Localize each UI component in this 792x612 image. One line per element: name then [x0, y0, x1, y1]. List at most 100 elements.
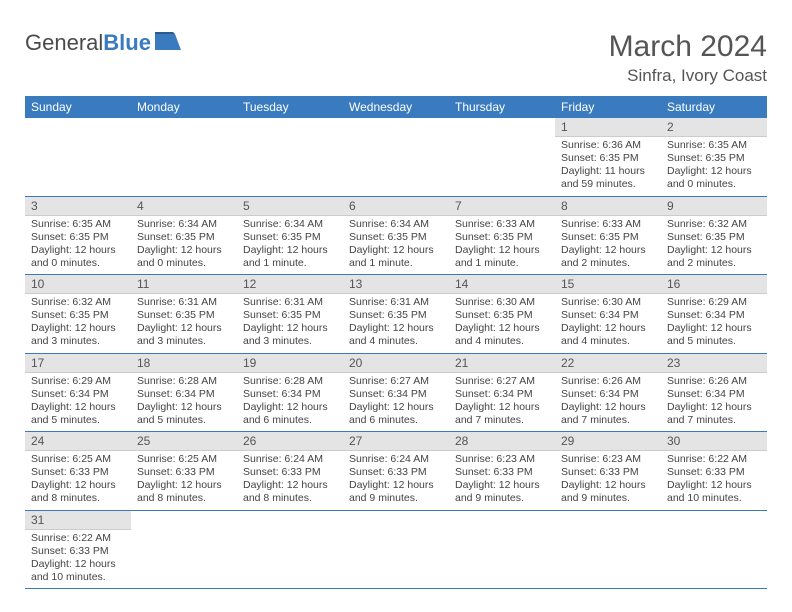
logo: GeneralBlue [25, 30, 181, 56]
day-number: 26 [237, 432, 343, 451]
calendar-week-row: 31Sunrise: 6:22 AMSunset: 6:33 PMDayligh… [25, 510, 767, 589]
day-details: Sunrise: 6:22 AMSunset: 6:33 PMDaylight:… [661, 451, 767, 510]
day-number: 21 [449, 354, 555, 373]
day-number: 4 [131, 197, 237, 216]
calendar-cell: 22Sunrise: 6:26 AMSunset: 6:34 PMDayligh… [555, 353, 661, 432]
day-details: Sunrise: 6:28 AMSunset: 6:34 PMDaylight:… [237, 373, 343, 432]
calendar-cell: 3Sunrise: 6:35 AMSunset: 6:35 PMDaylight… [25, 196, 131, 275]
calendar-cell: 14Sunrise: 6:30 AMSunset: 6:35 PMDayligh… [449, 275, 555, 354]
day-details: Sunrise: 6:33 AMSunset: 6:35 PMDaylight:… [449, 216, 555, 275]
calendar-col-header: Monday [131, 96, 237, 118]
day-details: Sunrise: 6:23 AMSunset: 6:33 PMDaylight:… [449, 451, 555, 510]
calendar-cell: 2Sunrise: 6:35 AMSunset: 6:35 PMDaylight… [661, 118, 767, 196]
day-number: 15 [555, 275, 661, 294]
day-number: 12 [237, 275, 343, 294]
day-number: 13 [343, 275, 449, 294]
calendar-cell [237, 118, 343, 196]
calendar-cell [131, 118, 237, 196]
day-details: Sunrise: 6:30 AMSunset: 6:34 PMDaylight:… [555, 294, 661, 353]
day-number: 6 [343, 197, 449, 216]
calendar-col-header: Sunday [25, 96, 131, 118]
calendar-cell: 9Sunrise: 6:32 AMSunset: 6:35 PMDaylight… [661, 196, 767, 275]
day-number: 18 [131, 354, 237, 373]
day-details: Sunrise: 6:34 AMSunset: 6:35 PMDaylight:… [343, 216, 449, 275]
calendar-cell: 8Sunrise: 6:33 AMSunset: 6:35 PMDaylight… [555, 196, 661, 275]
day-details: Sunrise: 6:24 AMSunset: 6:33 PMDaylight:… [343, 451, 449, 510]
calendar-cell: 5Sunrise: 6:34 AMSunset: 6:35 PMDaylight… [237, 196, 343, 275]
day-number: 8 [555, 197, 661, 216]
day-number: 28 [449, 432, 555, 451]
heading: March 2024 Sinfra, Ivory Coast [609, 30, 767, 86]
day-details: Sunrise: 6:33 AMSunset: 6:35 PMDaylight:… [555, 216, 661, 275]
page-title: March 2024 [609, 30, 767, 64]
calendar-cell: 27Sunrise: 6:24 AMSunset: 6:33 PMDayligh… [343, 432, 449, 511]
day-number: 31 [25, 511, 131, 530]
day-details: Sunrise: 6:23 AMSunset: 6:33 PMDaylight:… [555, 451, 661, 510]
day-details: Sunrise: 6:31 AMSunset: 6:35 PMDaylight:… [237, 294, 343, 353]
calendar-cell: 13Sunrise: 6:31 AMSunset: 6:35 PMDayligh… [343, 275, 449, 354]
calendar-cell [343, 510, 449, 589]
day-number: 17 [25, 354, 131, 373]
calendar-cell [661, 510, 767, 589]
calendar-cell: 16Sunrise: 6:29 AMSunset: 6:34 PMDayligh… [661, 275, 767, 354]
calendar-cell: 31Sunrise: 6:22 AMSunset: 6:33 PMDayligh… [25, 510, 131, 589]
header: GeneralBlue March 2024 Sinfra, Ivory Coa… [25, 30, 767, 86]
day-number: 9 [661, 197, 767, 216]
day-details: Sunrise: 6:25 AMSunset: 6:33 PMDaylight:… [25, 451, 131, 510]
day-details: Sunrise: 6:34 AMSunset: 6:35 PMDaylight:… [237, 216, 343, 275]
day-details: Sunrise: 6:32 AMSunset: 6:35 PMDaylight:… [25, 294, 131, 353]
day-details: Sunrise: 6:26 AMSunset: 6:34 PMDaylight:… [555, 373, 661, 432]
calendar-col-header: Wednesday [343, 96, 449, 118]
calendar-cell: 6Sunrise: 6:34 AMSunset: 6:35 PMDaylight… [343, 196, 449, 275]
day-details: Sunrise: 6:22 AMSunset: 6:33 PMDaylight:… [25, 530, 131, 589]
calendar-cell [237, 510, 343, 589]
calendar-cell [343, 118, 449, 196]
calendar-week-row: 24Sunrise: 6:25 AMSunset: 6:33 PMDayligh… [25, 432, 767, 511]
calendar-cell: 26Sunrise: 6:24 AMSunset: 6:33 PMDayligh… [237, 432, 343, 511]
day-number: 14 [449, 275, 555, 294]
day-details: Sunrise: 6:29 AMSunset: 6:34 PMDaylight:… [661, 294, 767, 353]
calendar-col-header: Friday [555, 96, 661, 118]
day-number: 22 [555, 354, 661, 373]
day-number: 25 [131, 432, 237, 451]
day-details: Sunrise: 6:31 AMSunset: 6:35 PMDaylight:… [131, 294, 237, 353]
day-details: Sunrise: 6:34 AMSunset: 6:35 PMDaylight:… [131, 216, 237, 275]
calendar-cell: 10Sunrise: 6:32 AMSunset: 6:35 PMDayligh… [25, 275, 131, 354]
calendar-cell [555, 510, 661, 589]
day-number: 11 [131, 275, 237, 294]
day-details: Sunrise: 6:32 AMSunset: 6:35 PMDaylight:… [661, 216, 767, 275]
day-number: 7 [449, 197, 555, 216]
calendar-cell [449, 118, 555, 196]
day-details: Sunrise: 6:29 AMSunset: 6:34 PMDaylight:… [25, 373, 131, 432]
calendar-week-row: 3Sunrise: 6:35 AMSunset: 6:35 PMDaylight… [25, 196, 767, 275]
day-details: Sunrise: 6:25 AMSunset: 6:33 PMDaylight:… [131, 451, 237, 510]
calendar-col-header: Thursday [449, 96, 555, 118]
calendar-cell: 24Sunrise: 6:25 AMSunset: 6:33 PMDayligh… [25, 432, 131, 511]
day-details: Sunrise: 6:28 AMSunset: 6:34 PMDaylight:… [131, 373, 237, 432]
calendar-cell: 15Sunrise: 6:30 AMSunset: 6:34 PMDayligh… [555, 275, 661, 354]
logo-text-left: General [25, 30, 103, 56]
day-number: 3 [25, 197, 131, 216]
day-number: 27 [343, 432, 449, 451]
day-number: 10 [25, 275, 131, 294]
day-number: 19 [237, 354, 343, 373]
day-number: 23 [661, 354, 767, 373]
calendar-cell: 21Sunrise: 6:27 AMSunset: 6:34 PMDayligh… [449, 353, 555, 432]
calendar-cell: 19Sunrise: 6:28 AMSunset: 6:34 PMDayligh… [237, 353, 343, 432]
calendar-table: SundayMondayTuesdayWednesdayThursdayFrid… [25, 96, 767, 589]
page-subtitle: Sinfra, Ivory Coast [609, 66, 767, 86]
day-details: Sunrise: 6:36 AMSunset: 6:35 PMDaylight:… [555, 137, 661, 196]
day-details: Sunrise: 6:27 AMSunset: 6:34 PMDaylight:… [343, 373, 449, 432]
day-details: Sunrise: 6:30 AMSunset: 6:35 PMDaylight:… [449, 294, 555, 353]
calendar-cell: 20Sunrise: 6:27 AMSunset: 6:34 PMDayligh… [343, 353, 449, 432]
calendar-cell [25, 118, 131, 196]
calendar-col-header: Saturday [661, 96, 767, 118]
calendar-cell: 1Sunrise: 6:36 AMSunset: 6:35 PMDaylight… [555, 118, 661, 196]
day-number: 16 [661, 275, 767, 294]
calendar-cell: 28Sunrise: 6:23 AMSunset: 6:33 PMDayligh… [449, 432, 555, 511]
day-number: 24 [25, 432, 131, 451]
calendar-week-row: 1Sunrise: 6:36 AMSunset: 6:35 PMDaylight… [25, 118, 767, 196]
calendar-cell: 18Sunrise: 6:28 AMSunset: 6:34 PMDayligh… [131, 353, 237, 432]
flag-icon [155, 30, 181, 56]
calendar-body: 1Sunrise: 6:36 AMSunset: 6:35 PMDaylight… [25, 118, 767, 589]
